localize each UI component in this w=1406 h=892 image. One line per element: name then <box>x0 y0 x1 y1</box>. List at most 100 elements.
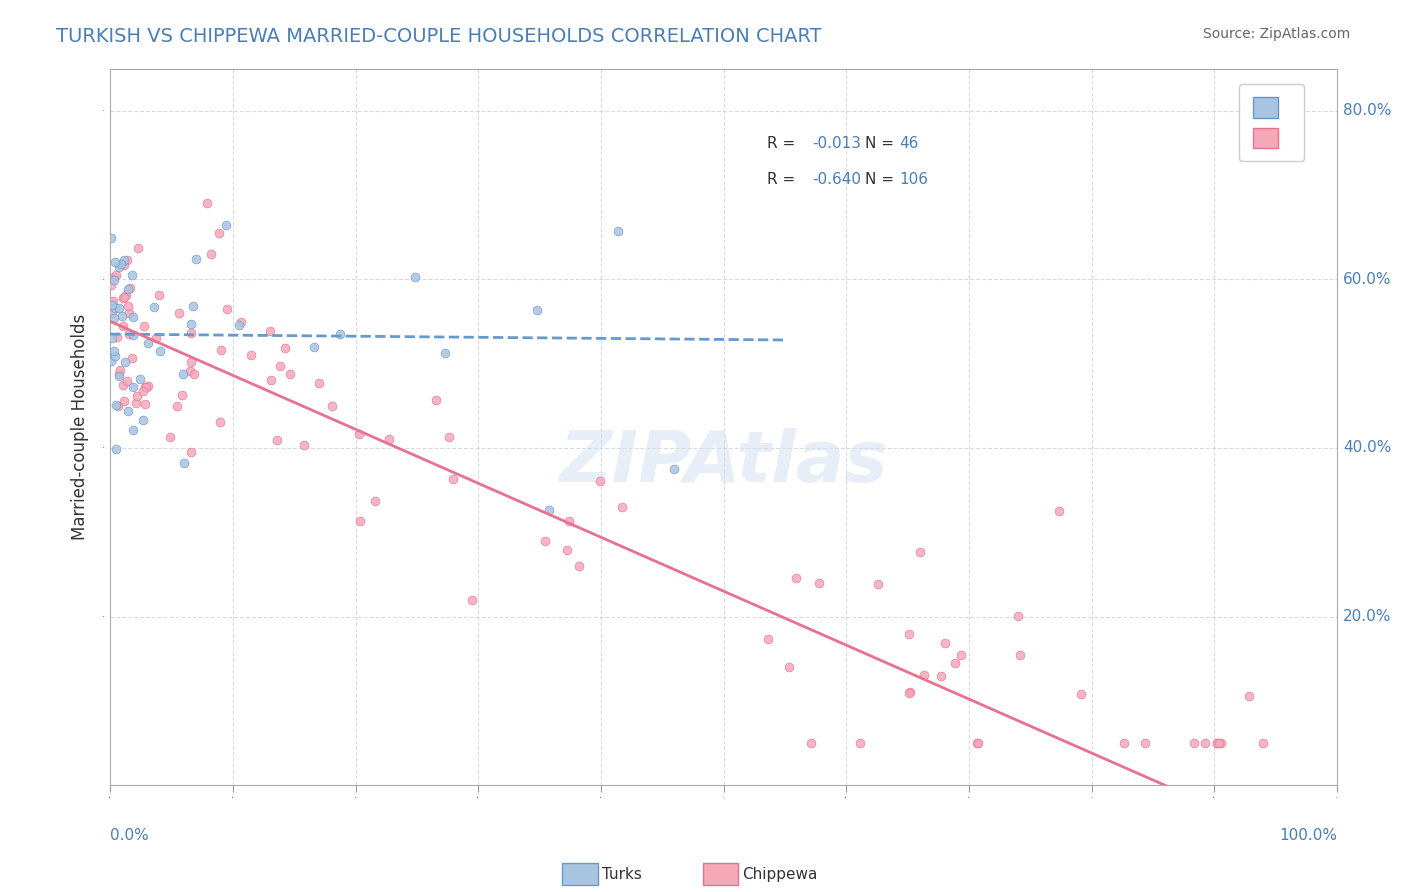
Point <box>214 219 236 233</box>
Point <box>308 376 330 390</box>
Point <box>103 311 125 326</box>
Point <box>195 196 218 211</box>
Point <box>785 571 807 585</box>
Point <box>208 226 231 240</box>
Point <box>183 367 205 381</box>
Point <box>534 534 557 549</box>
Point <box>118 306 141 320</box>
Point <box>104 349 127 363</box>
Point <box>321 399 343 413</box>
Point <box>114 355 136 369</box>
Point <box>114 394 136 409</box>
Text: TURKISH VS CHIPPEWA MARRIED-COUPLE HOUSEHOLDS CORRELATION CHART: TURKISH VS CHIPPEWA MARRIED-COUPLE HOUSE… <box>56 27 823 45</box>
Point <box>208 415 231 429</box>
Point <box>568 558 591 573</box>
Point <box>778 659 800 673</box>
Point <box>329 327 352 342</box>
Point <box>1133 736 1156 750</box>
Point <box>1047 504 1070 518</box>
Point <box>101 294 124 309</box>
Point <box>172 388 194 402</box>
Point <box>555 543 578 558</box>
Point <box>228 318 250 333</box>
Point <box>122 379 145 393</box>
Point <box>181 299 204 313</box>
Text: R =: R = <box>766 136 794 152</box>
Point <box>269 359 291 374</box>
Point <box>121 310 143 324</box>
Point <box>807 575 830 590</box>
Point <box>200 246 222 260</box>
Point <box>110 363 132 377</box>
Point <box>180 318 202 332</box>
Point <box>103 269 125 284</box>
Point <box>121 268 143 283</box>
Point <box>1208 736 1230 750</box>
Point <box>107 301 129 315</box>
Point <box>908 545 931 559</box>
Point <box>461 593 484 607</box>
Point <box>1239 689 1261 703</box>
Point <box>125 396 148 410</box>
Point <box>180 326 202 340</box>
Text: -0.640: -0.640 <box>813 172 860 187</box>
Point <box>121 423 143 437</box>
Point <box>897 627 920 641</box>
Point <box>1253 736 1275 750</box>
Point <box>108 368 131 383</box>
Point <box>118 327 141 342</box>
Point <box>136 379 159 393</box>
Point <box>105 330 128 344</box>
Point <box>100 354 122 368</box>
Text: 46: 46 <box>898 136 918 152</box>
Text: 20.0%: 20.0% <box>1343 609 1392 624</box>
Point <box>1206 736 1229 750</box>
Text: Turks: Turks <box>602 867 641 881</box>
Legend: , : , <box>1239 84 1305 161</box>
Text: Chippewa: Chippewa <box>742 867 818 881</box>
Point <box>347 427 370 442</box>
Point <box>349 514 371 528</box>
Text: R =: R = <box>766 172 794 187</box>
Point <box>229 315 252 329</box>
Text: Source: ZipAtlas.com: Source: ZipAtlas.com <box>1202 27 1350 41</box>
Point <box>143 300 166 314</box>
Text: 0.0%: 0.0% <box>110 828 149 843</box>
Point <box>115 253 138 268</box>
Text: 60.0%: 60.0% <box>1343 272 1392 287</box>
Point <box>180 445 202 459</box>
Point <box>209 343 232 358</box>
Point <box>100 231 122 245</box>
Point <box>425 393 447 408</box>
Point <box>967 736 990 750</box>
Point <box>111 377 134 392</box>
Point <box>274 341 297 355</box>
Point <box>180 354 202 368</box>
Point <box>606 224 628 238</box>
Point <box>107 260 129 274</box>
Point <box>404 270 426 285</box>
Point <box>145 331 167 345</box>
Point <box>104 268 127 282</box>
Point <box>868 577 890 591</box>
Point <box>558 514 581 528</box>
Point <box>101 298 124 312</box>
Point <box>1194 736 1216 750</box>
Point <box>278 368 301 382</box>
Point <box>122 327 145 342</box>
Text: N =: N = <box>865 136 894 152</box>
Point <box>217 301 239 316</box>
Point <box>111 319 134 334</box>
Point <box>101 306 124 320</box>
Point <box>526 302 548 317</box>
Point <box>120 281 142 295</box>
Point <box>589 474 612 488</box>
Point <box>166 399 188 413</box>
Point <box>437 429 460 443</box>
Point <box>292 438 315 452</box>
Point <box>433 346 456 360</box>
Point <box>111 309 134 323</box>
Point <box>104 398 127 412</box>
Point <box>110 257 132 271</box>
Point <box>304 339 326 353</box>
